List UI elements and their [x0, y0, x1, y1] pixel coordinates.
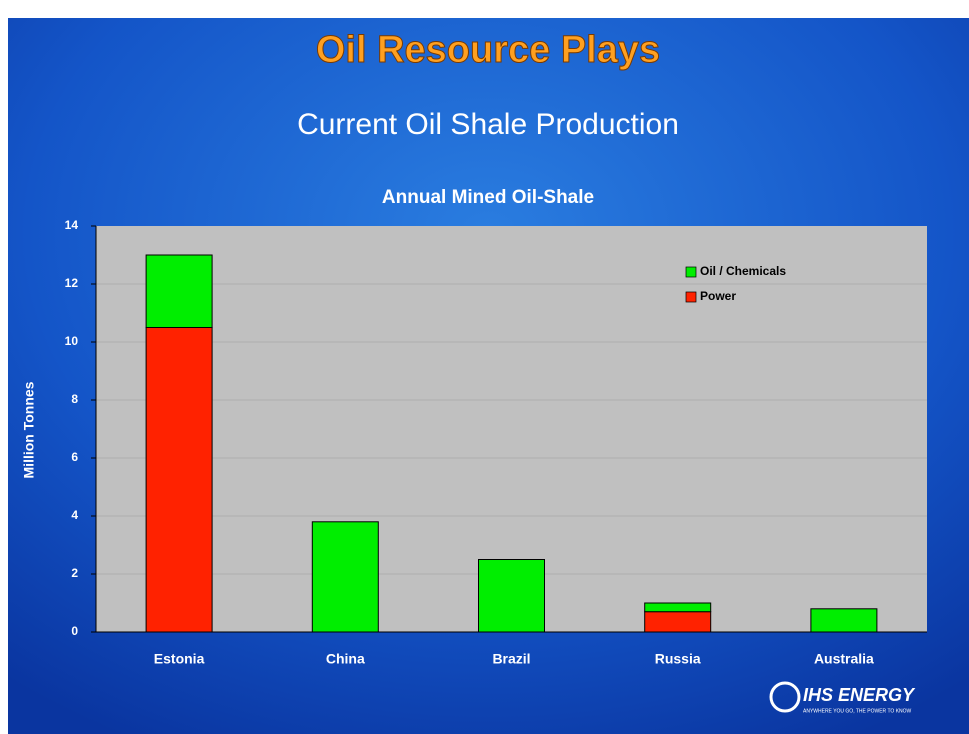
bar-segment: [311, 521, 379, 633]
legend-swatch: [685, 266, 697, 278]
legend-swatch: [685, 291, 697, 303]
y-tick-label: 0: [71, 624, 78, 638]
bar-segment: [478, 559, 545, 633]
x-tick-label: China: [326, 651, 365, 667]
logo-name: IHS ENERGY: [803, 685, 916, 705]
y-tick-label: 4: [71, 508, 78, 522]
chart-title: Annual Mined Oil-Shale: [382, 187, 594, 208]
x-tick-label: Russia: [655, 651, 701, 667]
y-tick-label: 10: [65, 334, 79, 348]
plot: 0 2 4 6 8 10 12 14 Estonia China Brazil Russia Austr…: [65, 218, 927, 667]
y-tick-label: 6: [71, 450, 78, 464]
x-tick-label: Brazil: [492, 651, 530, 667]
slide-title: Oil Resource Plays: [316, 29, 660, 71]
x-tick-label: Australia: [814, 651, 874, 667]
logo-tagline: ANYWHERE YOU GO, THE POWER TO KNOW: [803, 708, 912, 714]
y-axis-label: Million Tonnes: [21, 381, 37, 478]
x-tick-label: Estonia: [154, 651, 205, 667]
legend-label: Power: [700, 289, 736, 303]
y-tick-label: 8: [71, 392, 78, 406]
y-tick-label: 14: [65, 218, 79, 232]
bar-segment: [644, 611, 712, 633]
logo: IHS ENERGY ANYWHERE YOU GO, THE POWER TO…: [769, 681, 916, 714]
y-tick-label: 12: [65, 276, 79, 290]
y-tick-label: 2: [71, 566, 78, 580]
bar-segment: [644, 602, 712, 613]
legend-label: Oil / Chemicals: [700, 264, 786, 278]
bar-segment: [145, 254, 213, 328]
logo-icon: [769, 681, 801, 713]
bar-segment: [810, 608, 878, 633]
slide-subtitle: Current Oil Shale Production: [297, 108, 679, 141]
bar-segment: [145, 327, 213, 633]
